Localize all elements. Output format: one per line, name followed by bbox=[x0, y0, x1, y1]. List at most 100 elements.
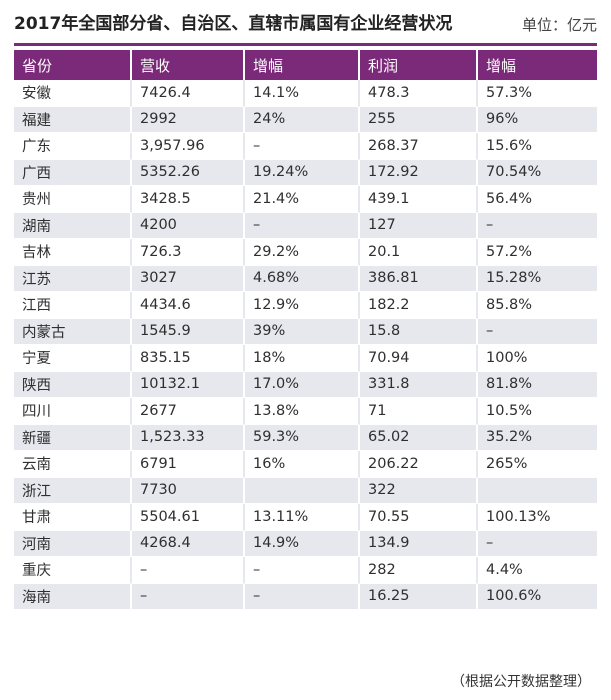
revenue-growth-cell: 18% bbox=[245, 345, 360, 372]
profit-cell: 282 bbox=[360, 557, 478, 584]
province-cell: 广东 bbox=[14, 133, 132, 160]
revenue-cell: 726.3 bbox=[132, 239, 245, 266]
profit-growth-cell: 85.8% bbox=[478, 292, 597, 319]
revenue-cell: 4434.6 bbox=[132, 292, 245, 319]
revenue-growth-cell: – bbox=[245, 557, 360, 584]
profit-growth-cell: 100.13% bbox=[478, 504, 597, 531]
table-row: 安徽 7426.4 14.1% 478.3 57.3% bbox=[14, 80, 597, 107]
profit-growth-cell bbox=[478, 477, 597, 504]
profit-cell: 386.81 bbox=[360, 265, 478, 292]
province-cell: 广西 bbox=[14, 159, 132, 186]
profit-cell: 172.92 bbox=[360, 159, 478, 186]
profit-growth-cell: 81.8% bbox=[478, 371, 597, 398]
profit-cell: 322 bbox=[360, 477, 478, 504]
province-cell: 海南 bbox=[14, 583, 132, 610]
profit-growth-cell: 57.3% bbox=[478, 80, 597, 107]
revenue-growth-cell: 12.9% bbox=[245, 292, 360, 319]
profit-cell: 65.02 bbox=[360, 424, 478, 451]
province-cell: 云南 bbox=[14, 451, 132, 478]
revenue-cell: 3,957.96 bbox=[132, 133, 245, 160]
revenue-cell: 5504.61 bbox=[132, 504, 245, 531]
profit-growth-cell: 96% bbox=[478, 106, 597, 133]
profit-growth-cell: 15.28% bbox=[478, 265, 597, 292]
province-cell: 宁夏 bbox=[14, 345, 132, 372]
column-header-province: 省份 bbox=[14, 50, 132, 80]
revenue-growth-cell: 13.8% bbox=[245, 398, 360, 425]
revenue-cell: 6791 bbox=[132, 451, 245, 478]
profit-cell: 268.37 bbox=[360, 133, 478, 160]
province-cell: 贵州 bbox=[14, 186, 132, 213]
province-cell: 甘肃 bbox=[14, 504, 132, 531]
revenue-cell: 835.15 bbox=[132, 345, 245, 372]
revenue-growth-cell: 19.24% bbox=[245, 159, 360, 186]
table-row: 广东 3,957.96–268.37 15.6% bbox=[14, 133, 597, 160]
revenue-cell: – bbox=[132, 557, 245, 584]
revenue-cell: 2992 bbox=[132, 106, 245, 133]
table-row: 甘肃 5504.61 13.11% 70.55 100.13% bbox=[14, 504, 597, 531]
profit-cell: 15.8 bbox=[360, 318, 478, 345]
table-row: 江苏 3027 4.68% 386.81 15.28% bbox=[14, 265, 597, 292]
column-header-profit-growth: 增幅 bbox=[486, 56, 517, 75]
province-cell: 四川 bbox=[14, 398, 132, 425]
table-header: 省份 营收 增幅 利润 增幅 bbox=[14, 50, 597, 80]
revenue-cell: 2677 bbox=[132, 398, 245, 425]
profit-growth-cell: 10.5% bbox=[478, 398, 597, 425]
column-header-revenue: 营收 bbox=[132, 50, 245, 80]
province-cell: 重庆 bbox=[14, 557, 132, 584]
province-cell: 江西 bbox=[14, 292, 132, 319]
profit-cell: 20.1 bbox=[360, 239, 478, 266]
table-row: 内蒙古 1545.9 39% 15.8– bbox=[14, 318, 597, 345]
revenue-cell: 3027 bbox=[132, 265, 245, 292]
profit-cell: 134.9 bbox=[360, 530, 478, 557]
province-cell: 安徽 bbox=[14, 80, 132, 107]
revenue-cell: – bbox=[132, 583, 245, 610]
revenue-cell: 10132.1 bbox=[132, 371, 245, 398]
revenue-cell: 5352.26 bbox=[132, 159, 245, 186]
revenue-growth-cell: 14.9% bbox=[245, 530, 360, 557]
revenue-growth-cell: 16% bbox=[245, 451, 360, 478]
profit-cell: 70.94 bbox=[360, 345, 478, 372]
page-title: 2017年全国部分省、自治区、直辖市属国有企业经营状况 bbox=[14, 14, 453, 34]
page-header: 2017年全国部分省、自治区、直辖市属国有企业经营状况 单位：亿元 bbox=[0, 0, 611, 46]
source-note: （根据公开数据整理） bbox=[451, 674, 591, 690]
table-row: 吉林 726.3 29.2% 20.1 57.2% bbox=[14, 239, 597, 266]
profit-cell: 439.1 bbox=[360, 186, 478, 213]
revenue-growth-cell: 13.11% bbox=[245, 504, 360, 531]
revenue-growth-cell: – bbox=[245, 583, 360, 610]
province-cell: 浙江 bbox=[14, 477, 132, 504]
revenue-cell: 1,523.33 bbox=[132, 424, 245, 451]
profit-growth-cell: – bbox=[478, 212, 597, 239]
revenue-growth-cell: – bbox=[245, 133, 360, 160]
revenue-cell: 7426.4 bbox=[132, 80, 245, 107]
revenue-growth-cell: 21.4% bbox=[245, 186, 360, 213]
province-cell: 新疆 bbox=[14, 424, 132, 451]
profit-cell: 478.3 bbox=[360, 80, 478, 107]
profit-cell: 331.8 bbox=[360, 371, 478, 398]
table-row: 贵州 3428.5 21.4% 439.1 56.4% bbox=[14, 186, 597, 213]
unit-label: 单位：亿元 bbox=[521, 16, 597, 34]
table-row: 广西 5352.26 19.24% 172.92 70.54% bbox=[14, 159, 597, 186]
profit-growth-cell: 15.6% bbox=[478, 133, 597, 160]
profit-growth-cell: 4.4% bbox=[478, 557, 597, 584]
table-row: 江西 4434.6 12.9% 182.2 85.8% bbox=[14, 292, 597, 319]
profit-growth-cell: 35.2% bbox=[478, 424, 597, 451]
revenue-cell: 4268.4 bbox=[132, 530, 245, 557]
profit-growth-cell: 70.54% bbox=[478, 159, 597, 186]
profit-cell: 206.22 bbox=[360, 451, 478, 478]
province-cell: 内蒙古 bbox=[14, 318, 132, 345]
revenue-cell: 3428.5 bbox=[132, 186, 245, 213]
table-row: 河南 4268.4 14.9% 134.9– bbox=[14, 530, 597, 557]
profit-growth-cell: – bbox=[478, 530, 597, 557]
profit-growth-cell: 265% bbox=[478, 451, 597, 478]
profit-cell: 255 bbox=[360, 106, 478, 133]
revenue-growth-cell: 29.2% bbox=[245, 239, 360, 266]
table-row: 福建 2992 24% 255 96% bbox=[14, 106, 597, 133]
province-cell: 湖南 bbox=[14, 212, 132, 239]
title-divider bbox=[14, 43, 597, 46]
profit-cell: 182.2 bbox=[360, 292, 478, 319]
table-row: 浙江 7730 322 bbox=[14, 477, 597, 504]
revenue-growth-cell bbox=[245, 477, 360, 504]
revenue-growth-cell: 24% bbox=[245, 106, 360, 133]
profit-cell: 16.25 bbox=[360, 583, 478, 610]
table-row: 海南 – –16.25 100.6% bbox=[14, 583, 597, 610]
